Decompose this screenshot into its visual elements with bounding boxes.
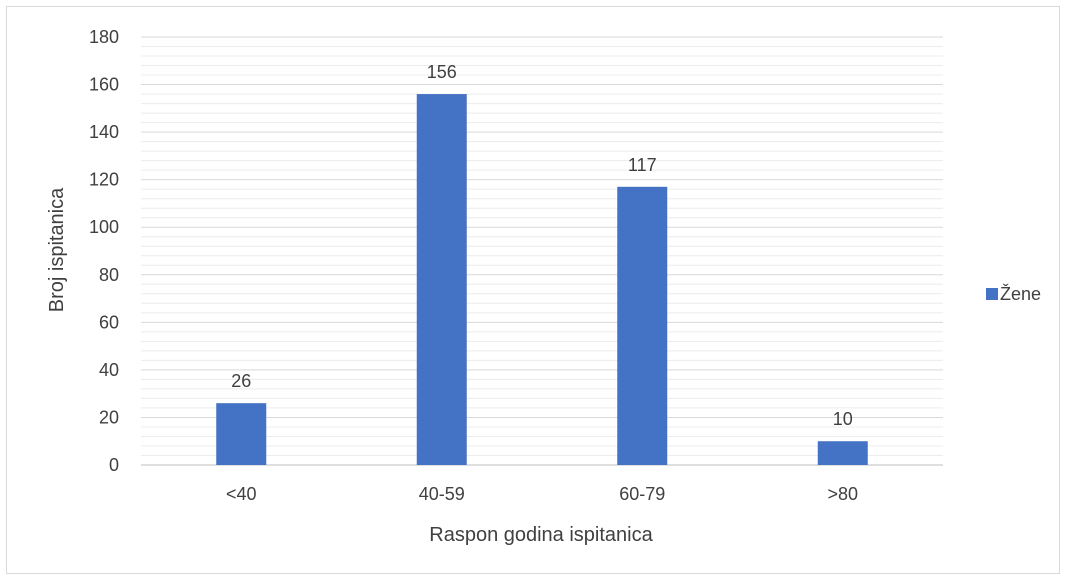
bar	[216, 403, 267, 465]
y-tick-label: 100	[89, 217, 119, 237]
bars	[216, 94, 868, 466]
y-tick-label: 60	[99, 312, 119, 332]
major-gridlines	[141, 36, 943, 466]
legend-label-zene: Žene	[1000, 284, 1041, 304]
y-tick-label: 80	[99, 265, 119, 285]
bar	[817, 441, 868, 465]
y-tick-label: 20	[99, 407, 119, 427]
y-tick-label: 120	[89, 170, 119, 190]
x-axis-title: Raspon godina ispitanica	[429, 524, 653, 546]
legend: Žene	[986, 284, 1041, 304]
y-tick-label: 160	[89, 75, 119, 95]
y-tick-label: 140	[89, 122, 119, 142]
y-tick-label: 180	[89, 27, 119, 47]
legend-swatch	[986, 288, 998, 300]
data-label: 117	[628, 155, 657, 175]
bar	[617, 186, 668, 466]
data-label: 26	[231, 371, 251, 391]
x-tick-label: <40	[226, 484, 257, 504]
y-axis-title: Broj ispitanica	[46, 187, 68, 312]
x-tick-label: 60-79	[619, 484, 665, 504]
y-axis-tick-labels: 0 20 40 60 80 100 120 140 160 180	[89, 27, 119, 475]
minor-gridlines	[141, 46, 943, 456]
data-labels: 26 156 117 10	[231, 62, 853, 429]
data-label: 156	[427, 62, 457, 82]
x-axis-tick-labels: <40 40-59 60-79 >80	[226, 484, 858, 504]
bar	[416, 94, 467, 466]
x-tick-label: >80	[827, 484, 858, 504]
y-tick-label: 0	[109, 455, 119, 475]
y-tick-label: 40	[99, 360, 119, 380]
x-tick-label: 40-59	[419, 484, 465, 504]
chart-frame	[6, 6, 1060, 574]
data-label: 10	[833, 409, 853, 429]
